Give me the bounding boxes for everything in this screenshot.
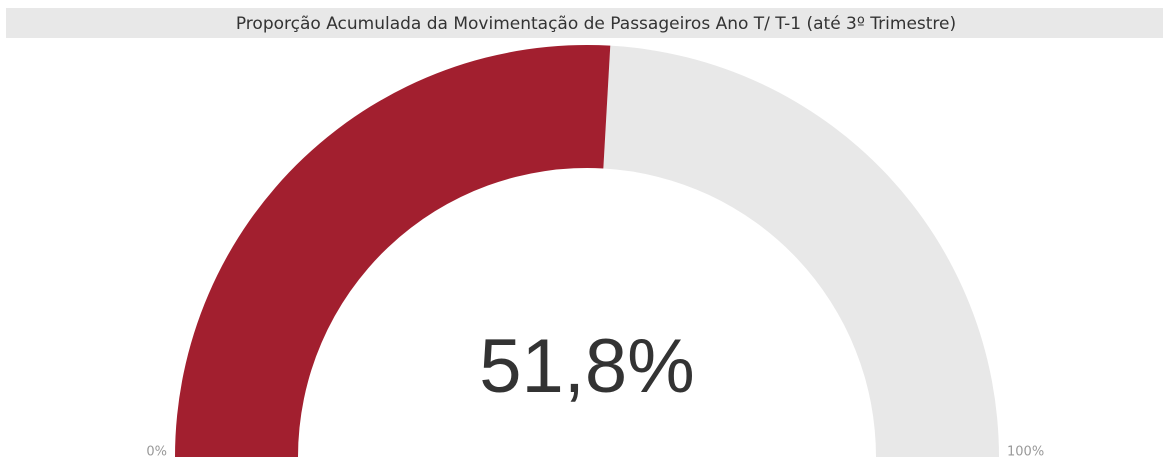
gauge-range-label: 0% — [146, 445, 167, 460]
title-bar — [6, 8, 1163, 38]
gauge-value-label: 51,8% — [479, 324, 695, 409]
gauge-value-arc — [175, 44, 611, 457]
gauge-track — [603, 45, 999, 457]
chart-title: Proporção Acumulada da Movimentação de P… — [236, 14, 956, 34]
gauge-range-label: 100% — [1007, 445, 1044, 460]
